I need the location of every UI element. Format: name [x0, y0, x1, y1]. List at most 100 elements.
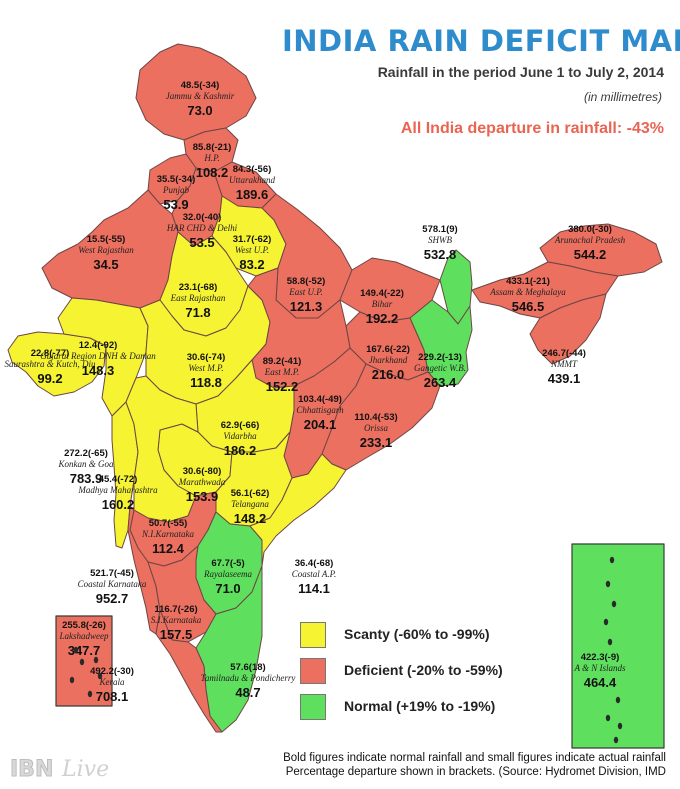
subdivision-name-h-p: H.P.: [203, 153, 219, 163]
legend-item-normal: Normal (+19% to -19%): [300, 690, 550, 726]
actual-rainfall-konkan-goa: 272.2(-65): [64, 448, 108, 459]
island-dot: [605, 714, 611, 722]
actual-rainfall-vidarbha: 62.9(-66): [221, 420, 260, 431]
label-group-uttarakhand: 84.3(-56)Uttarakhand 189.6: [229, 164, 275, 202]
actual-rainfall-east-rajasthan: 23.1(-68): [179, 282, 218, 293]
label-group-west-m-p: 30.6(-74)West M.P. 118.8: [187, 352, 226, 390]
region-coastal-a-p: [249, 453, 347, 567]
subdivision-name-madhya-maharashtra: Madhya Maharashtra: [77, 485, 158, 495]
map-title: INDIA RAIN DEFICIT MAP: [282, 24, 680, 58]
label-group-tamilnadu-pondicherry: 57.6(18)Tamilnadu & Pondicherry 48.7: [201, 662, 296, 700]
label-group-telangana: 56.1(-62)Telangana 148.2: [231, 488, 270, 526]
subdivision-name-har-chd-delhi: HAR CHD & Delhi: [166, 223, 238, 233]
normal-rainfall-h-p: 108.2: [196, 165, 229, 180]
label-group-rayalaseema: 67.7(-5)Rayalaseema 71.0: [203, 558, 252, 596]
actual-rainfall-lakshadweep: 255.8(-26): [62, 620, 106, 631]
subdivision-name-west-u-p: West U.P.: [235, 245, 269, 255]
normal-rainfall-kerala: 708.1: [96, 689, 129, 704]
actual-rainfall-marathwada: 30.6(-80): [183, 466, 222, 477]
actual-rainfall-madhya-maharashtra: 45.4(-72): [99, 474, 138, 485]
label-group-nmmt: 246.7(-44)NMMT 439.1: [542, 348, 586, 386]
label-group-kerala: 492.2(-30)Kerala 708.1: [90, 666, 134, 704]
actual-rainfall-nmmt: 246.7(-44): [542, 348, 586, 359]
subdivision-name-coastal-karnataka: Coastal Karnataka: [78, 579, 147, 589]
normal-rainfall-tamilnadu-pondicherry: 48.7: [235, 685, 260, 700]
normal-rainfall-west-m-p: 118.8: [190, 375, 222, 390]
actual-rainfall-assam-meghalaya: 433.1(-21): [506, 276, 550, 287]
actual-rainfall-jharkhand: 167.6(-22): [366, 344, 410, 355]
subdivision-name-gujarat-region-dnh-daman: Gujarat Region DNH & Daman: [40, 351, 156, 361]
subdivision-name-vidarbha: Vidarbha: [223, 431, 257, 441]
actual-rainfall-saurashtra-kutch-diu: 22.8(-77): [31, 348, 70, 359]
normal-rainfall-arunachal-pradesh: 544.2: [574, 247, 607, 262]
actual-rainfall-west-u-p: 31.7(-62): [233, 234, 272, 245]
subdivision-name-lakshadweep: Lakshadweep: [59, 631, 109, 641]
actual-rainfall-coastal-a-p: 36.4(-68): [295, 558, 334, 569]
subdivision-name-gangetic-w-b: Gangetic W.B.: [414, 363, 466, 373]
label-group-lakshadweep: 255.8(-26)Lakshadweep 347.7: [59, 620, 109, 658]
legend-label-normal: Normal (+19% to -19%): [344, 698, 496, 714]
legend-swatch-deficient: [300, 658, 326, 684]
logo-brand: IBN: [10, 757, 53, 782]
normal-rainfall-nmmt: 439.1: [548, 371, 581, 386]
normal-rainfall-gujarat-region-dnh-daman: 148.3: [82, 363, 115, 378]
label-group-assam-meghalaya: 433.1(-21)Assam & Meghalaya 546.5: [489, 276, 566, 314]
subdivision-name-east-m-p: East M.P.: [264, 367, 300, 377]
subdivision-name-jharkhand: Jharkhand: [369, 355, 408, 365]
logo-suffix: Live: [61, 757, 109, 782]
actual-rainfall-jammu-kashmir: 48.5(-34): [181, 80, 220, 91]
label-group-vidarbha: 62.9(-66)Vidarbha 186.2: [221, 420, 260, 458]
label-group-west-rajasthan: 15.5(-55)West Rajasthan 34.5: [78, 234, 134, 272]
normal-rainfall-east-m-p: 152.2: [266, 379, 299, 394]
subdivision-name-bihar: Bihar: [372, 299, 393, 309]
label-group-jharkhand: 167.6(-22)Jharkhand 216.0: [366, 344, 410, 382]
region-saurashtra-kutch-diu: [7, 331, 107, 397]
normal-rainfall-uttarakhand: 189.6: [236, 187, 269, 202]
normal-rainfall-coastal-a-p: 114.1: [298, 581, 330, 596]
label-group-a-n-islands: 422.3(-9)A & N Islands 464.4: [573, 652, 626, 690]
island-dot: [615, 696, 621, 704]
region-nmmt: [529, 293, 607, 365]
subdivision-name-tamilnadu-pondicherry: Tamilnadu & Pondicherry: [201, 673, 296, 683]
actual-rainfall-tamilnadu-pondicherry: 57.6(18): [230, 662, 265, 673]
legend-label-deficient: Deficient (-20% to -59%): [344, 662, 503, 678]
label-group-arunachal-pradesh: 380.0(-30)Arunachal Pradesh 544.2: [554, 224, 626, 262]
label-group-east-u-p: 58.8(-52)East U.P. 121.3: [287, 276, 326, 314]
ibnlive-logo: IBN Live: [6, 752, 126, 784]
label-group-gujarat-region-dnh-daman: 12.4(-92)Gujarat Region DNH & Daman 148.3: [40, 340, 156, 378]
island-dot: [87, 690, 93, 698]
label-group-coastal-a-p: 36.4(-68)Coastal A.P. 114.1: [292, 558, 336, 596]
map-subtitle: Rainfall in the period June 1 to July 2,…: [377, 64, 664, 80]
actual-rainfall-orissa: 110.4(-53): [354, 412, 397, 423]
island-dot: [603, 618, 609, 626]
subdivision-name-west-rajasthan: West Rajasthan: [78, 245, 134, 255]
subdivision-name-saurashtra-kutch-diu: Saurashtra & Kutch, Diu: [4, 359, 96, 369]
units-note: (in millimetres): [584, 90, 662, 104]
label-group-punjab: 35.5(-34)Punjab 53.9: [157, 174, 196, 212]
actual-rainfall-punjab: 35.5(-34): [157, 174, 196, 185]
label-group-east-m-p: 89.2(-41)East M.P. 152.2: [263, 356, 302, 394]
region-madhya-maharashtra: [125, 375, 199, 523]
label-group-east-rajasthan: 23.1(-68)East Rajasthan 71.8: [170, 282, 226, 320]
region-a-n-islands: [571, 543, 665, 749]
normal-rainfall-s-i-karnataka: 157.5: [160, 627, 193, 642]
actual-rainfall-n-i-karnataka: 50.7(-55): [149, 518, 188, 529]
actual-rainfall-east-u-p: 58.8(-52): [287, 276, 326, 287]
subdivision-name-orissa: Orissa: [364, 423, 389, 433]
normal-rainfall-chhattisgarh: 204.1: [304, 417, 337, 432]
label-group-har-chd-delhi: 32.0(-40)HAR CHD & Delhi 53.5: [166, 212, 238, 250]
island-dot: [605, 580, 611, 588]
normal-rainfall-orissa: 233.1: [360, 435, 393, 450]
legend-item-deficient: Deficient (-20% to -59%): [300, 654, 550, 690]
subdivision-name-s-i-karnataka: S.I.Karnataka: [151, 615, 202, 625]
island-dot: [73, 646, 79, 654]
legend-swatch-normal: [300, 694, 326, 720]
normal-rainfall-gangetic-w-b: 263.4: [424, 375, 457, 390]
label-group-madhya-maharashtra: 45.4(-72)Madhya Maharashtra 160.2: [77, 474, 158, 512]
subdivision-name-arunachal-pradesh: Arunachal Pradesh: [554, 235, 626, 245]
legend-item-scanty: Scanty (-60% to -99%): [300, 618, 550, 654]
subdivision-name-nmmt: NMMT: [550, 359, 578, 369]
island-dot: [613, 736, 619, 744]
island-dot: [97, 672, 103, 680]
actual-rainfall-shwb: 578.1(9): [422, 224, 457, 235]
